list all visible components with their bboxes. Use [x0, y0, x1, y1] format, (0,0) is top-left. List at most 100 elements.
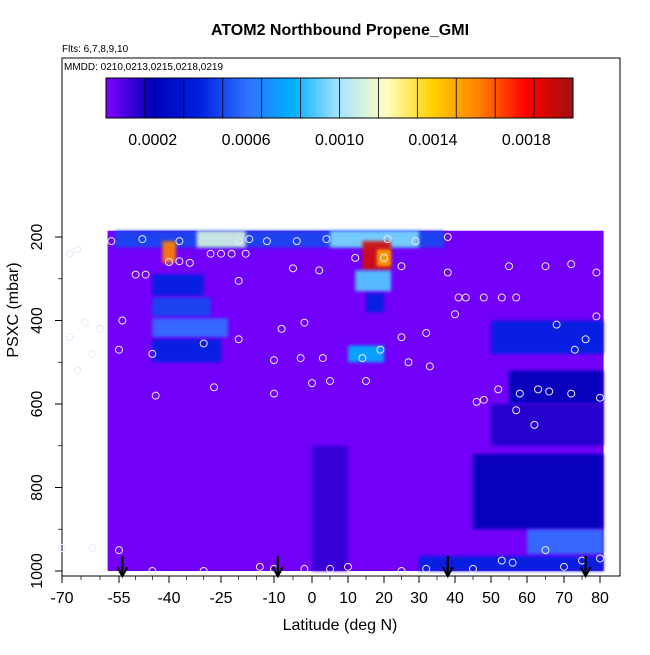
observation-point: [534, 385, 543, 394]
observation-point: [479, 293, 488, 302]
colorbar-tick-label: 0.0014: [408, 132, 457, 149]
observation-point: [270, 356, 278, 365]
observation-point: [199, 567, 208, 575]
colorbar-tick-label: 0.0006: [222, 132, 271, 149]
x-axis: -70 -55 -40 -25 -10 0 10 20 30 40 50 60 70 80: [50, 576, 609, 607]
observation-point: [443, 233, 452, 241]
observation-point: [65, 333, 74, 342]
observation-point: [530, 420, 539, 429]
observation-point: [315, 266, 324, 275]
colorbar: 0.0002 0.0006 0.0010 0.0014 0.0018: [105, 77, 574, 149]
observation-point: [234, 237, 243, 246]
observation-point: [515, 389, 524, 398]
heatmap-cell-band-south-2: [152, 297, 211, 317]
heatmap: [107, 230, 604, 572]
y-tick-label: 600: [29, 391, 46, 418]
observation-point: [505, 262, 513, 271]
heatmap-cell-column-north-2: [366, 293, 384, 313]
heatmap-cell-plume-north-core: [376, 249, 391, 267]
observation-point: [241, 249, 250, 258]
observation-point: [472, 397, 481, 406]
heatmap-cell-north-band-5: [527, 529, 604, 555]
observation-point: [451, 310, 459, 319]
dates-annotation: MMDD: 0210,0213,0215,0218,0219: [64, 62, 223, 73]
y-tick-label: 1000: [29, 553, 46, 589]
observation-point: [96, 324, 104, 333]
colorbar-tick-label: 0.0010: [315, 132, 364, 149]
heatmap-cell-north-band-3: [491, 404, 604, 446]
observation-point: [80, 318, 89, 327]
observation-point: [199, 339, 208, 348]
observation-point: [380, 253, 388, 262]
x-tick-label: 0: [308, 590, 317, 607]
observation-points: [58, 233, 604, 575]
observation-point: [494, 385, 503, 394]
arrow-markers: [116, 556, 592, 579]
observation-point: [358, 354, 367, 363]
observation-point: [175, 237, 184, 246]
observation-point: [581, 335, 590, 344]
arrow-head: [271, 566, 284, 579]
observation-point: [497, 556, 506, 565]
observation-point: [165, 258, 173, 267]
observation-point: [592, 268, 601, 277]
observation-point: [262, 237, 271, 246]
heatmap-cell-band-mid: [348, 345, 384, 363]
observation-point: [596, 554, 604, 563]
observation-point: [270, 389, 278, 398]
observation-point: [461, 293, 470, 302]
x-tick-label: -55: [107, 590, 130, 607]
observation-point: [115, 546, 123, 555]
y-axis-label: PSXC (mbar): [5, 262, 22, 357]
heatmap-cell-band-south-4: [152, 339, 221, 363]
observation-point: [131, 270, 140, 279]
heatmap-cell-north-band-1: [491, 320, 604, 354]
y-tick-label: 800: [29, 474, 46, 501]
observation-point: [397, 567, 406, 575]
colorbar-tick-label: 0.0018: [502, 132, 551, 149]
observation-point: [397, 333, 406, 342]
x-tick-label: 10: [339, 590, 357, 607]
observation-point: [326, 564, 334, 573]
arrow-head: [441, 566, 454, 579]
observation-point: [88, 349, 97, 358]
x-tick-label: -70: [50, 590, 73, 607]
x-tick-label: 70: [555, 590, 573, 607]
observation-point: [567, 260, 576, 269]
observation-point: [469, 564, 477, 573]
arrow-head: [116, 566, 129, 579]
observation-point: [422, 564, 431, 573]
heatmap-cell-north-band-2: [509, 370, 604, 404]
heatmap-cell-upper-band-peak2: [330, 230, 419, 248]
observation-point: [443, 268, 452, 277]
heatmap-cell-north-band-4: [473, 454, 604, 530]
x-tick-label: 30: [410, 590, 428, 607]
chart-title: ATOM2 Northbound Propene_GMI: [211, 22, 469, 39]
observation-point: [592, 312, 601, 321]
observation-point: [255, 562, 264, 571]
arrow-head: [579, 566, 592, 579]
observation-point: [138, 235, 147, 244]
observation-point: [425, 362, 434, 371]
observation-point: [73, 245, 82, 254]
observation-point: [296, 354, 305, 363]
observation-point: [404, 358, 413, 367]
observation-point: [118, 316, 127, 325]
observation-point: [148, 567, 157, 575]
observation-point: [397, 262, 406, 271]
observation-point: [73, 366, 82, 375]
observation-point: [383, 235, 392, 244]
heatmap-cell-ridge: [312, 445, 348, 571]
x-tick-label: -40: [157, 590, 180, 607]
observation-point: [560, 562, 568, 571]
observation-point: [322, 235, 331, 244]
colorbar-tick-label: 0.0002: [128, 132, 177, 149]
x-tick-label: 20: [375, 590, 393, 607]
observation-point: [567, 389, 576, 398]
observation-point: [58, 544, 66, 553]
observation-point: [512, 293, 521, 302]
x-tick-label: 60: [518, 590, 536, 607]
observation-point: [318, 354, 327, 363]
